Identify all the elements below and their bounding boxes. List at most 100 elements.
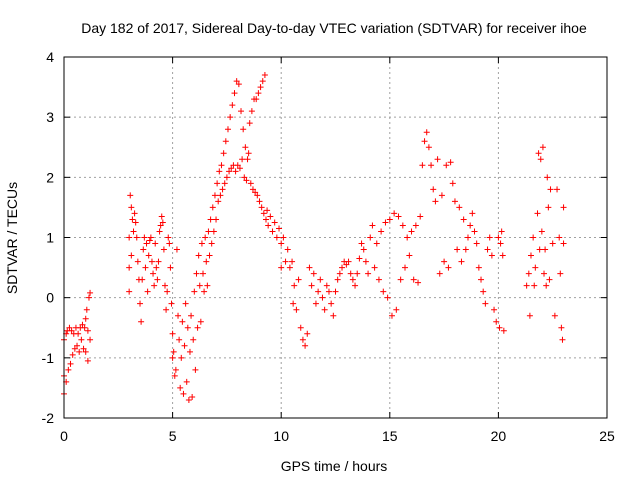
data-point bbox=[150, 270, 157, 277]
data-point bbox=[176, 336, 183, 343]
data-point bbox=[467, 222, 474, 229]
data-point bbox=[358, 240, 365, 247]
data-point bbox=[343, 261, 350, 268]
data-point bbox=[79, 321, 86, 328]
data-point bbox=[236, 165, 243, 172]
data-point bbox=[168, 300, 175, 307]
data-point bbox=[308, 282, 315, 289]
data-point bbox=[139, 276, 146, 283]
data-point bbox=[330, 312, 337, 319]
data-point bbox=[151, 282, 158, 289]
data-point bbox=[261, 72, 268, 79]
data-point bbox=[133, 234, 140, 241]
data-point bbox=[391, 210, 398, 217]
data-point bbox=[260, 210, 267, 217]
data-point bbox=[173, 246, 180, 253]
x-axis-label: GPS time / hours bbox=[281, 458, 388, 474]
data-point bbox=[144, 288, 151, 295]
chart-title: Day 182 of 2017, Sidereal Day-to-day VTE… bbox=[81, 20, 587, 36]
data-point bbox=[129, 216, 136, 223]
data-point bbox=[456, 204, 463, 211]
data-point bbox=[213, 216, 220, 223]
data-point bbox=[302, 342, 309, 349]
data-point bbox=[67, 360, 74, 367]
data-point bbox=[84, 357, 91, 364]
data-point bbox=[134, 258, 141, 265]
data-point bbox=[393, 306, 400, 313]
data-point bbox=[297, 324, 304, 331]
data-point bbox=[68, 327, 75, 334]
data-point bbox=[525, 270, 532, 277]
y-axis-label: SDTVAR / TECUs bbox=[4, 182, 20, 294]
data-point bbox=[192, 366, 199, 373]
data-point bbox=[165, 234, 172, 241]
data-point bbox=[85, 294, 92, 301]
data-point bbox=[163, 306, 170, 313]
data-point bbox=[159, 219, 166, 226]
data-point bbox=[460, 216, 467, 223]
data-point bbox=[559, 336, 566, 343]
data-point bbox=[271, 219, 278, 226]
data-point bbox=[299, 336, 306, 343]
data-point bbox=[323, 282, 330, 289]
data-point bbox=[402, 264, 409, 271]
data-point bbox=[202, 234, 209, 241]
data-point bbox=[267, 213, 274, 220]
data-point bbox=[158, 213, 165, 220]
data-point bbox=[434, 156, 441, 163]
data-point bbox=[152, 240, 159, 247]
data-point bbox=[215, 198, 222, 205]
data-point bbox=[87, 336, 94, 343]
data-point bbox=[365, 270, 372, 277]
data-point bbox=[537, 156, 544, 163]
data-point bbox=[154, 276, 161, 283]
data-point bbox=[219, 186, 226, 193]
data-point bbox=[482, 300, 489, 307]
data-point bbox=[81, 324, 88, 331]
data-point bbox=[132, 219, 139, 226]
data-point bbox=[421, 138, 428, 145]
grid bbox=[64, 57, 607, 418]
data-point bbox=[131, 210, 138, 217]
data-point bbox=[441, 258, 448, 265]
data-point bbox=[419, 162, 426, 169]
data-point bbox=[336, 270, 343, 277]
data-point bbox=[200, 270, 207, 277]
data-point bbox=[66, 324, 73, 331]
data-point bbox=[417, 213, 424, 220]
data-point bbox=[280, 234, 287, 241]
data-point bbox=[259, 78, 266, 85]
plot-frame bbox=[63, 56, 608, 419]
data-point bbox=[181, 342, 188, 349]
data-point bbox=[83, 306, 90, 313]
data-point bbox=[241, 174, 248, 181]
data-point bbox=[145, 252, 152, 259]
data-point bbox=[226, 168, 233, 175]
data-point bbox=[538, 228, 545, 235]
data-point bbox=[87, 289, 94, 296]
data-point bbox=[541, 270, 548, 277]
data-point bbox=[157, 222, 164, 229]
data-point bbox=[229, 102, 236, 109]
data-point bbox=[265, 222, 272, 229]
data-point bbox=[189, 393, 196, 400]
data-point bbox=[253, 96, 260, 103]
data-point bbox=[217, 192, 224, 199]
data-point bbox=[345, 258, 352, 265]
data-point bbox=[82, 315, 89, 322]
data-point bbox=[293, 306, 300, 313]
data-point bbox=[138, 318, 145, 325]
data-point bbox=[560, 240, 567, 247]
data-point bbox=[410, 276, 417, 283]
data-point bbox=[367, 234, 374, 241]
data-point bbox=[234, 162, 241, 169]
data-point bbox=[137, 300, 144, 307]
data-point bbox=[375, 276, 382, 283]
data-point bbox=[233, 78, 240, 85]
data-point bbox=[184, 324, 191, 331]
data-point bbox=[126, 234, 133, 241]
data-point bbox=[495, 234, 502, 241]
data-point bbox=[304, 330, 311, 337]
data-point bbox=[317, 276, 324, 283]
data-point bbox=[223, 174, 230, 181]
